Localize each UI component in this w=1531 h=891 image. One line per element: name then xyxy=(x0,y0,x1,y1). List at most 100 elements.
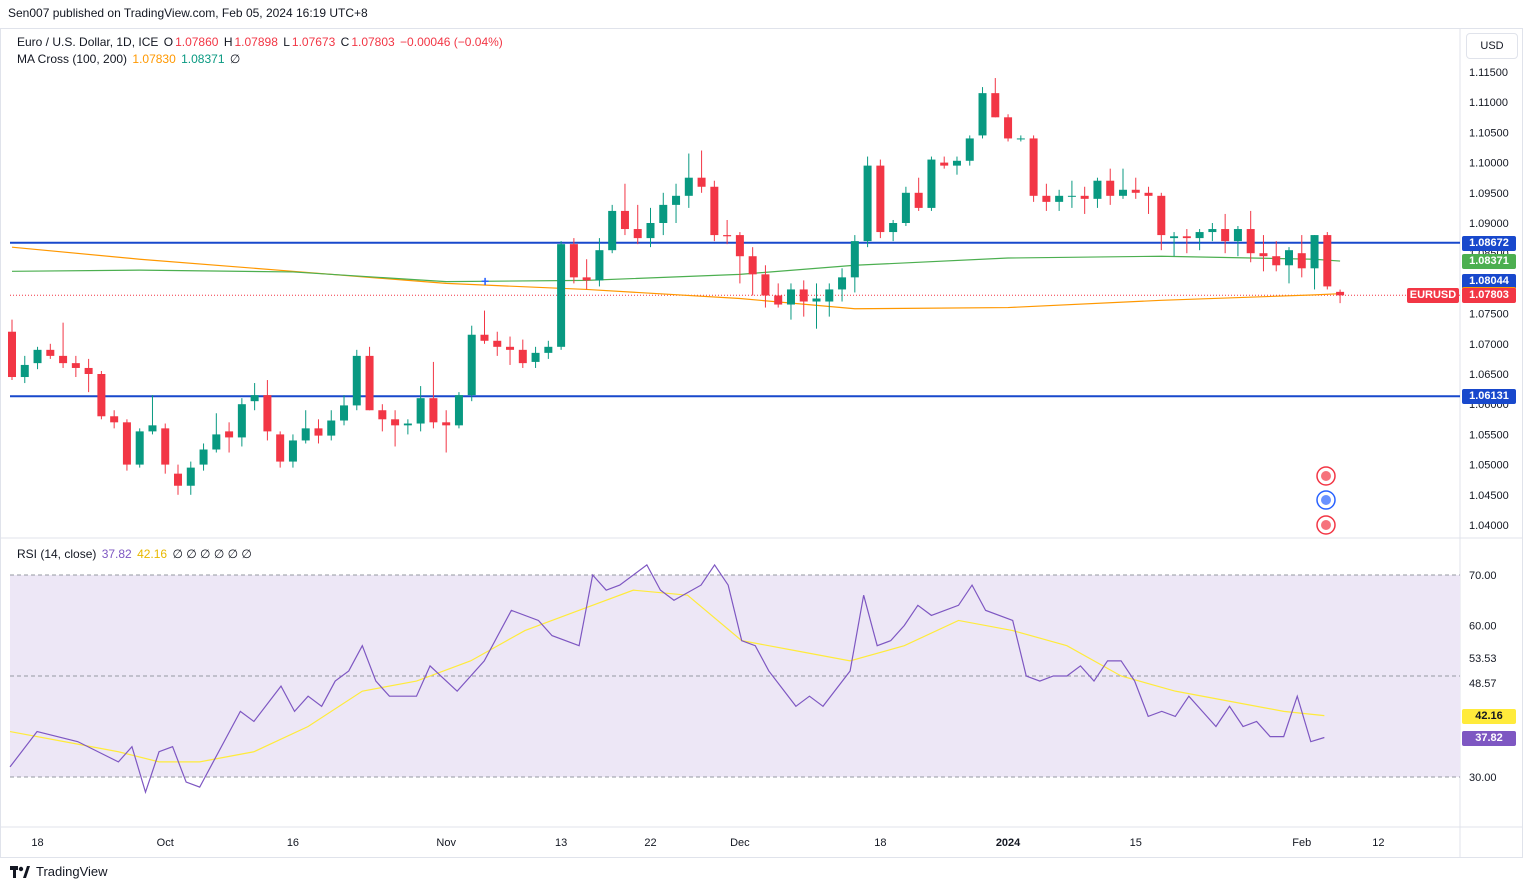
candle-body xyxy=(1144,192,1153,196)
candle-body xyxy=(110,416,119,423)
candle-body xyxy=(786,289,795,305)
change-value: −0.00046 (−0.04%) xyxy=(400,35,503,49)
price-tick-label: 1.11500 xyxy=(1469,67,1508,79)
time-tick-label: 12 xyxy=(1372,837,1384,849)
price-tick-label: 1.07500 xyxy=(1469,309,1509,321)
candle-body xyxy=(710,186,719,236)
candle-body xyxy=(799,289,808,302)
candle-body xyxy=(186,467,195,486)
price-axis-tag: 1.08044 xyxy=(1462,273,1516,289)
ma-legend: MA Cross (100, 200) 1.07830 1.08371 ∅ xyxy=(17,52,242,66)
candle-body xyxy=(59,355,68,364)
candle-body xyxy=(1272,256,1281,266)
candle-body xyxy=(1170,236,1179,239)
ma-fast-value: 1.07830 xyxy=(132,52,176,66)
candle-body xyxy=(723,235,732,237)
rsi-ma-line xyxy=(9,589,1325,763)
candle-body xyxy=(429,398,438,423)
ma-title[interactable]: MA Cross (100, 200) xyxy=(17,52,128,66)
candle-body xyxy=(1323,235,1332,287)
candle-body xyxy=(1285,250,1293,266)
candle-body xyxy=(46,349,55,356)
candle-body xyxy=(940,162,949,166)
candle-body xyxy=(608,210,617,251)
candle-body xyxy=(212,434,221,450)
candle-body xyxy=(595,250,604,281)
price-tick-label: 1.04000 xyxy=(1469,520,1509,532)
candle-body xyxy=(365,355,374,411)
candle-body xyxy=(301,428,310,441)
rsi-value: 37.82 xyxy=(101,547,132,561)
candle-body xyxy=(544,346,553,353)
candle-body xyxy=(84,367,93,374)
time-tick-label: Nov xyxy=(436,837,456,849)
price-tick-label: 1.05000 xyxy=(1469,460,1509,472)
candle-body xyxy=(1182,236,1191,239)
candle-body xyxy=(1208,229,1217,233)
candle-body xyxy=(493,340,502,347)
close-value: 1.07803 xyxy=(351,35,395,49)
candle-body xyxy=(582,277,591,281)
candle-body xyxy=(1310,235,1319,269)
chart-frame xyxy=(0,28,1523,858)
candle-body xyxy=(863,165,872,242)
candle-body xyxy=(403,423,412,426)
candle-body xyxy=(876,165,885,233)
candle-body xyxy=(467,334,476,396)
time-tick-label: 2024 xyxy=(996,837,1021,849)
candle-body xyxy=(1336,291,1345,296)
rsi-extra-values: ∅ ∅ ∅ ∅ ∅ ∅ xyxy=(172,547,252,561)
rsi-tick-label: 48.57 xyxy=(1469,678,1497,690)
candle-body xyxy=(340,405,349,421)
footer: TradingView xyxy=(10,864,108,879)
symbol-title[interactable]: Euro / U.S. Dollar, 1D, ICE xyxy=(17,35,159,49)
candle-body xyxy=(1067,195,1076,197)
candle-body xyxy=(1055,195,1064,202)
candle-body xyxy=(1221,229,1230,242)
footer-brand[interactable]: TradingView xyxy=(36,864,108,879)
price-axis-tag: 1.07803 xyxy=(1462,288,1516,304)
candle-body xyxy=(901,192,910,223)
candle-body xyxy=(914,192,923,208)
candle-body xyxy=(672,195,681,205)
us-flag-event-icon-core xyxy=(1321,520,1331,530)
price-axis-tag: 1.08371 xyxy=(1462,253,1516,269)
candle-body xyxy=(20,364,29,378)
candle-body xyxy=(250,395,259,402)
candle-body xyxy=(965,138,974,161)
high-label: H xyxy=(223,35,233,49)
time-tick-label: 22 xyxy=(644,837,656,849)
rsi-title[interactable]: RSI (14, close) xyxy=(17,547,97,561)
time-tick-label: Dec xyxy=(730,837,750,849)
time-tick-label: 18 xyxy=(31,837,43,849)
price-tick-label: 1.09000 xyxy=(1469,218,1509,230)
globe-event-icon-core xyxy=(1321,495,1331,505)
candle-body xyxy=(288,440,297,462)
candle-body xyxy=(199,449,208,465)
candle-body xyxy=(97,374,106,417)
candle-body xyxy=(927,159,936,208)
time-tick-label: Oct xyxy=(157,837,174,849)
candle-body xyxy=(454,395,463,426)
high-value: 1.07898 xyxy=(234,35,278,49)
main-legend: Euro / U.S. Dollar, 1D, ICE O 1.07860 H 1.… xyxy=(17,35,505,49)
candle-body xyxy=(122,422,131,465)
candle-body xyxy=(8,331,16,378)
candle-body xyxy=(620,210,629,230)
price-tick-label: 1.10500 xyxy=(1469,127,1509,139)
candle-body xyxy=(506,346,515,350)
currency-button[interactable]: USD xyxy=(1466,33,1518,59)
symbol-price-tag: EURUSD xyxy=(1407,288,1459,303)
candle-body xyxy=(697,177,706,187)
candle-body xyxy=(748,256,757,275)
rsi-tick-label: 60.00 xyxy=(1469,621,1497,633)
candle-body xyxy=(174,473,183,486)
candle-body xyxy=(1259,253,1268,257)
candle-body xyxy=(1157,195,1166,236)
candle-body xyxy=(889,223,898,233)
close-label: C xyxy=(340,35,350,49)
candle-body xyxy=(314,428,323,436)
candle-body xyxy=(225,431,234,438)
lightning-event-icon-core xyxy=(1321,471,1331,481)
